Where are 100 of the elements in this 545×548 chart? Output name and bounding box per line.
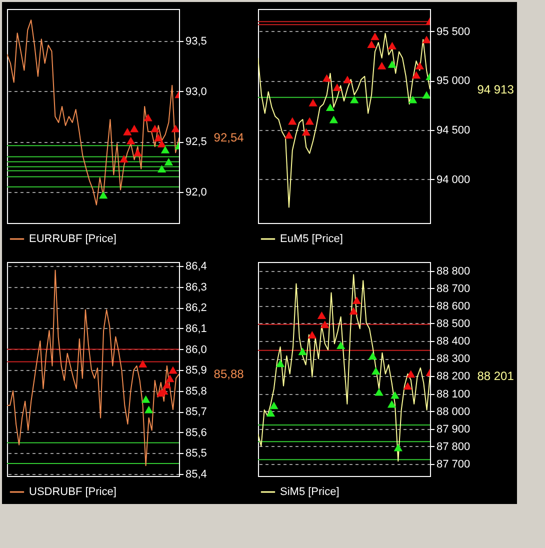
- legend-label: SiM5 [Price]: [280, 486, 340, 498]
- y-tick-label: 88 000: [436, 406, 470, 418]
- point: [390, 391, 400, 399]
- point: [317, 311, 326, 319]
- y-tick-label: 94 000: [436, 174, 470, 186]
- point: [130, 124, 139, 132]
- point: [120, 154, 128, 162]
- point: [157, 140, 166, 148]
- y-tick-label: 88 200: [436, 370, 470, 383]
- y-tick-label: 88 600: [436, 300, 470, 312]
- point: [284, 131, 294, 139]
- point: [305, 117, 314, 125]
- y-tick-label: 86,1: [186, 322, 207, 335]
- point: [133, 148, 142, 156]
- y-tick-label: 92,0: [186, 186, 207, 198]
- y-tick-label: 88 300: [436, 353, 470, 366]
- point: [388, 42, 396, 50]
- point: [422, 91, 430, 99]
- y-tick-label: 88 700: [436, 282, 470, 295]
- point: [372, 367, 380, 375]
- y-tick-label: 95 000: [436, 75, 470, 88]
- point: [406, 370, 416, 378]
- y-tick-label: 86,2: [186, 302, 207, 314]
- line-series: [258, 32, 430, 208]
- point: [308, 98, 318, 106]
- point: [336, 342, 346, 350]
- legend-label: EURRUBF [Price]: [29, 233, 116, 245]
- point: [322, 74, 332, 82]
- point: [388, 60, 396, 68]
- point: [370, 32, 380, 40]
- point: [387, 400, 396, 408]
- point: [326, 103, 335, 111]
- y-tick-label: 85,5: [186, 448, 207, 460]
- legend-label: EuM5 [Price]: [280, 233, 343, 245]
- point: [138, 360, 148, 368]
- line-series: [258, 274, 430, 462]
- point: [343, 76, 352, 84]
- point: [378, 62, 386, 70]
- text: 88 201: [477, 369, 514, 384]
- text: 92,54: [214, 130, 244, 145]
- point: [415, 62, 424, 70]
- y-tick-label: 85,4: [186, 468, 207, 480]
- point: [171, 124, 179, 132]
- point: [126, 136, 136, 144]
- point: [329, 116, 338, 124]
- point: [98, 191, 108, 199]
- y-tick-label: 88 400: [436, 336, 470, 348]
- y-tick-label: 85,6: [186, 426, 207, 439]
- point: [164, 158, 174, 166]
- point: [270, 402, 278, 410]
- y-tick-label: 88 500: [436, 318, 470, 330]
- point: [154, 134, 163, 142]
- point: [266, 409, 276, 417]
- point: [308, 330, 316, 338]
- y-tick-label: 85,9: [186, 364, 207, 377]
- y-tick-label: 87 700: [436, 458, 470, 471]
- y-tick-label: 86,0: [186, 344, 207, 356]
- y-tick-label: 88 800: [436, 265, 470, 278]
- point: [412, 71, 421, 79]
- point: [403, 382, 412, 390]
- point: [150, 124, 160, 132]
- point: [374, 388, 384, 396]
- point: [394, 444, 402, 452]
- y-tick-label: 87 800: [436, 440, 470, 453]
- line-series: [7, 20, 179, 206]
- y-tick-label: 92,5: [186, 136, 207, 148]
- y-tick-label: 94 500: [436, 124, 470, 136]
- point: [157, 164, 166, 172]
- point: [144, 406, 154, 414]
- point: [168, 366, 178, 374]
- point: [123, 128, 132, 136]
- y-tick-label: 86,3: [186, 281, 207, 294]
- y-tick-label: 95 500: [436, 26, 470, 38]
- point: [160, 146, 170, 154]
- point: [276, 360, 285, 368]
- point: [144, 114, 152, 122]
- point: [349, 307, 358, 315]
- point: [408, 96, 418, 104]
- point: [288, 117, 297, 125]
- text: 94 913: [477, 82, 514, 96]
- y-tick-label: 88 100: [436, 388, 470, 400]
- point: [332, 83, 342, 91]
- y-tick-label: 87 900: [436, 423, 470, 436]
- y-tick-label: 93,5: [186, 36, 207, 48]
- point: [320, 320, 330, 328]
- point: [368, 352, 377, 360]
- point: [166, 374, 174, 382]
- y-tick-label: 93,0: [186, 86, 207, 98]
- text: 85,88: [214, 367, 244, 382]
- legend-label: USDRUBF [Price]: [29, 486, 116, 498]
- y-tick-label: 86,4: [186, 260, 207, 273]
- point: [298, 348, 307, 356]
- y-tick-label: 85,8: [186, 385, 207, 398]
- point: [367, 40, 376, 48]
- point: [302, 128, 310, 136]
- point: [350, 96, 359, 104]
- y-tick-label: 85,7: [186, 406, 207, 418]
- point: [141, 395, 150, 403]
- point: [422, 36, 430, 44]
- point: [352, 296, 362, 304]
